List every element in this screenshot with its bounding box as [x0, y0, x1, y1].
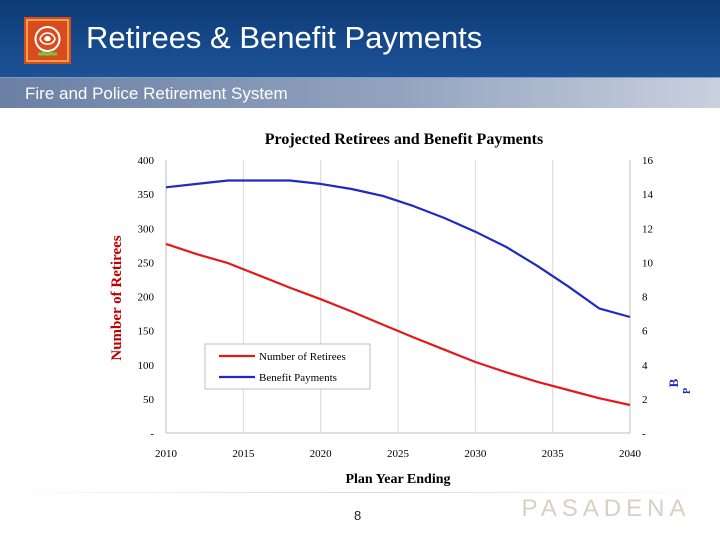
series-line-retirees: [165, 242, 631, 407]
legend-box: [204, 343, 371, 390]
legend-label: Number of Retirees: [259, 351, 346, 363]
y2-tick-label: 16: [642, 155, 654, 167]
y-tick-label: 50: [143, 394, 155, 406]
y2-tick-label: 12: [642, 223, 653, 235]
x-tick-label: 2030: [464, 448, 487, 460]
y-tick-label: 350: [138, 189, 155, 201]
y2-tick-label: 14: [642, 189, 654, 201]
pasadena-wordmark: PASADENA: [522, 495, 691, 522]
footer-divider: [0, 492, 720, 493]
x-axis-label: Plan Year Ending: [345, 472, 450, 487]
axis-layer: 2010 2015 2020 2025 2030 2035 2040-50100150200…: [138, 155, 654, 460]
y-tick-label: 150: [138, 326, 155, 338]
y2-tick-label: 6: [642, 326, 648, 338]
x-tick-label: 2035: [542, 448, 565, 460]
legend-layer: Number of Retirees Benefit Payments: [204, 343, 371, 390]
slide-title: Retirees & Benefit Payments: [86, 20, 483, 55]
y2-tick-label: 10: [642, 257, 654, 269]
y2-tick-label: 4: [642, 360, 648, 372]
y-axis-label: Number of Retirees: [109, 235, 125, 360]
y-tick-label: 100: [138, 360, 155, 372]
y2-tick-label: 8: [642, 292, 648, 304]
slide-subtitle: Fire and Police Retirement System: [25, 84, 288, 103]
x-tick-label: 2040: [619, 448, 642, 460]
y2-tick-label: 2: [642, 394, 648, 406]
subtitle-bar: [0, 78, 720, 108]
y2-axis-label: B: [666, 378, 681, 387]
y-tick-label: 200: [138, 292, 155, 304]
series-layer: [165, 179, 631, 407]
x-tick-label: 2020: [310, 448, 333, 460]
rose-logo-icon: [24, 17, 71, 64]
header-bar: [0, 0, 720, 78]
y2-axis-label-sub: P: [682, 388, 693, 394]
y-tick-label: 250: [138, 257, 155, 269]
x-tick-label: 2025: [387, 448, 410, 460]
y-tick-label: 400: [138, 155, 155, 167]
y-tick-label: 300: [138, 223, 155, 235]
x-tick-label: 2015: [232, 448, 255, 460]
chart-title: Projected Retirees and Benefit Payments: [265, 131, 543, 148]
pasadena-wordmark-text: PASADENA: [522, 495, 691, 522]
x-tick-label: 2010: [155, 448, 178, 460]
page-number: 8: [354, 508, 362, 523]
y2-tick-label: -: [642, 428, 646, 440]
y-tick-label: -: [150, 428, 154, 440]
series-line-benefit-payments: [165, 179, 631, 319]
legend-label: Benefit Payments: [259, 372, 337, 384]
